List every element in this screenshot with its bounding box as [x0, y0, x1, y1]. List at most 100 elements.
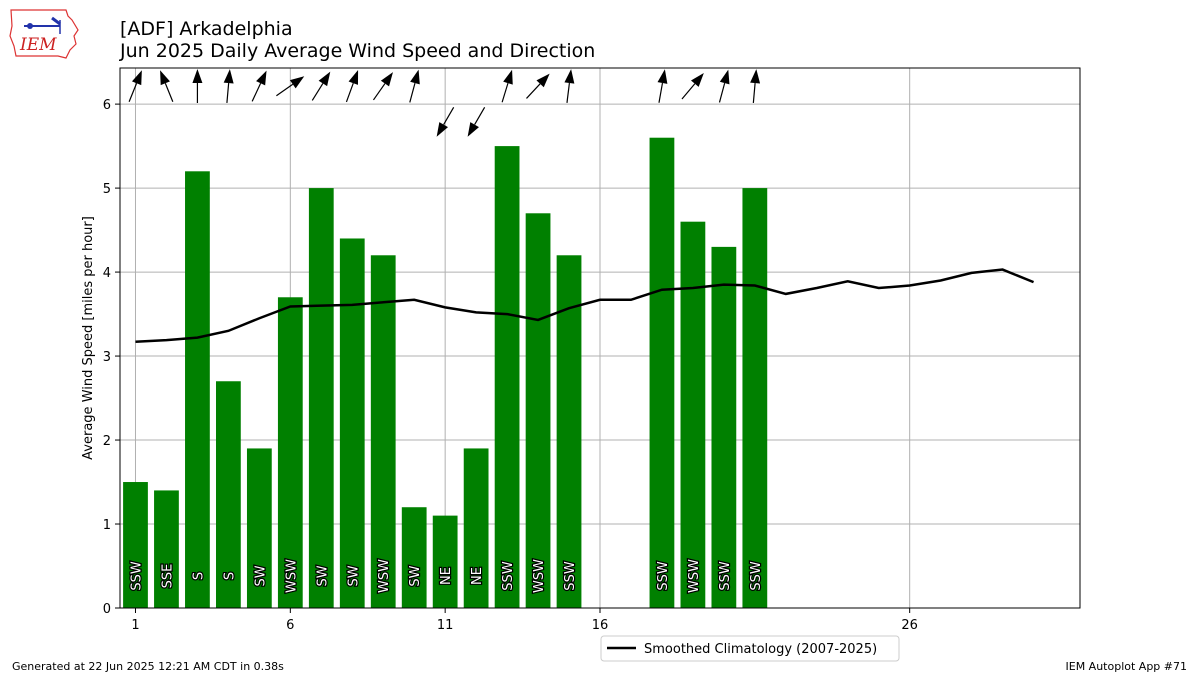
x-tick-label: 16 — [592, 618, 609, 633]
x-tick-label: 11 — [437, 618, 454, 633]
bar-day-11 — [432, 515, 458, 608]
arrow-shaft — [752, 82, 756, 103]
bar-day-4 — [216, 381, 241, 608]
y-tick-label: 6 — [103, 98, 111, 113]
direction-label: SW — [253, 565, 268, 586]
bar-day-14 — [525, 213, 551, 608]
direction-label: SSW — [563, 561, 578, 591]
y-tick-label: 2 — [103, 434, 111, 449]
arrow-head — [467, 122, 479, 137]
wind-arrow-icon — [251, 70, 267, 102]
arrow-head — [410, 69, 420, 85]
direction-labels: SSW SSE S S SW WSW SW SW WSW SW NE NE SSW WSW SSW SSW WS… — [128, 558, 765, 595]
wind-arrow-icon — [311, 71, 331, 101]
wind-arrow-icon — [276, 76, 305, 97]
direction-label: SSW — [501, 561, 516, 591]
bar-day-5 — [246, 448, 272, 608]
footer-app: IEM Autoplot App #71 — [1065, 660, 1188, 673]
direction-label: WSW — [284, 559, 299, 593]
wind-arrow-icon — [564, 69, 575, 103]
arrow-head — [503, 69, 513, 85]
arrow-shaft — [276, 83, 294, 97]
wind-arrow-icon — [501, 69, 513, 103]
arrow-head — [348, 70, 359, 85]
arrow-head — [289, 76, 305, 89]
arrow-shaft — [164, 82, 174, 102]
footer-generated: Generated at 22 Jun 2025 12:21 AM CDT in… — [12, 660, 284, 673]
bar-day-12 — [463, 448, 489, 608]
climatology-line — [135, 268, 1035, 344]
bar-day-3 — [185, 171, 210, 608]
direction-label: SW — [315, 565, 330, 586]
wind-arrows — [128, 69, 761, 137]
chart-title: [ADF] Arkadelphia — [120, 18, 293, 40]
arrow-head — [436, 122, 448, 137]
arrow-shaft — [372, 83, 386, 101]
direction-label: WSW — [377, 559, 392, 593]
wind-arrow-icon — [192, 69, 203, 103]
arrow-shaft — [409, 82, 416, 103]
iem-logo-text: IEM — [19, 35, 57, 55]
y-axis: 0 1 2 3 4 5 6 — [103, 98, 120, 617]
wind-arrow-icon — [718, 69, 730, 103]
direction-label: SSE — [160, 564, 175, 589]
y-axis-label: Average Wind Speed [miles per hour] — [81, 216, 96, 460]
arrow-head — [256, 70, 267, 86]
arrow-head — [719, 69, 730, 85]
wind-arrow-icon — [526, 73, 550, 99]
arrow-head — [318, 71, 331, 87]
direction-label: NE — [439, 567, 454, 585]
arrow-shaft — [566, 82, 570, 103]
wind-arrow-icon — [750, 69, 761, 103]
arrow-shaft — [718, 82, 726, 103]
bar-day-13 — [494, 146, 520, 608]
arrow-head — [131, 70, 142, 86]
bar-day-7 — [308, 188, 334, 608]
legend: Smoothed Climatology (2007-2025) — [600, 635, 900, 662]
arrow-head — [750, 69, 761, 84]
x-tick-label: 6 — [286, 618, 294, 633]
arrow-head — [691, 72, 704, 87]
wind-arrow-icon — [128, 70, 142, 102]
bar-day-9 — [370, 255, 396, 608]
bar-day-20 — [711, 246, 737, 608]
direction-label: WSW — [532, 559, 547, 593]
wind-arrow-icon — [223, 69, 234, 103]
chart-subtitle: Jun 2025 Daily Average Wind Speed and Di… — [120, 40, 596, 62]
y-tick-label: 0 — [103, 602, 111, 617]
arrow-head — [160, 70, 170, 86]
bar-day-21 — [742, 188, 768, 608]
arrow-shaft — [681, 83, 696, 100]
x-axis: 1 6 11 16 26 — [131, 608, 918, 633]
bar-day-8 — [339, 238, 365, 608]
arrow-shaft — [311, 83, 324, 101]
wind-arrow-icon — [467, 106, 486, 137]
wind-arrow-icon — [409, 69, 420, 103]
direction-label: SW — [346, 565, 361, 586]
direction-label: S — [222, 572, 237, 580]
arrow-head — [536, 73, 550, 88]
arrow-shaft — [226, 82, 230, 103]
bar-day-6 — [277, 297, 303, 608]
arrow-head — [380, 72, 393, 87]
y-tick-label: 3 — [103, 350, 111, 365]
arrow-head — [223, 69, 234, 84]
legend-entry-climatology: Smoothed Climatology (2007-2025) — [644, 642, 877, 657]
direction-label: NE — [470, 567, 485, 585]
bar-day-15 — [556, 255, 582, 608]
direction-label: SSW — [718, 561, 733, 591]
arrow-head — [192, 69, 203, 83]
wind-arrow-icon — [436, 106, 455, 137]
bar-day-18 — [649, 137, 675, 608]
arrow-shaft — [443, 106, 455, 125]
climatology-series — [135, 268, 1035, 344]
bar-day-19 — [680, 221, 706, 608]
arrow-head — [657, 69, 668, 84]
arrow-shaft — [658, 82, 664, 103]
iem-logo-icon: IEM — [9, 9, 79, 59]
x-tick-label: 1 — [131, 618, 139, 633]
direction-label: WSW — [687, 559, 702, 593]
bar-day-10 — [401, 507, 427, 608]
arrow-shaft — [474, 106, 486, 125]
